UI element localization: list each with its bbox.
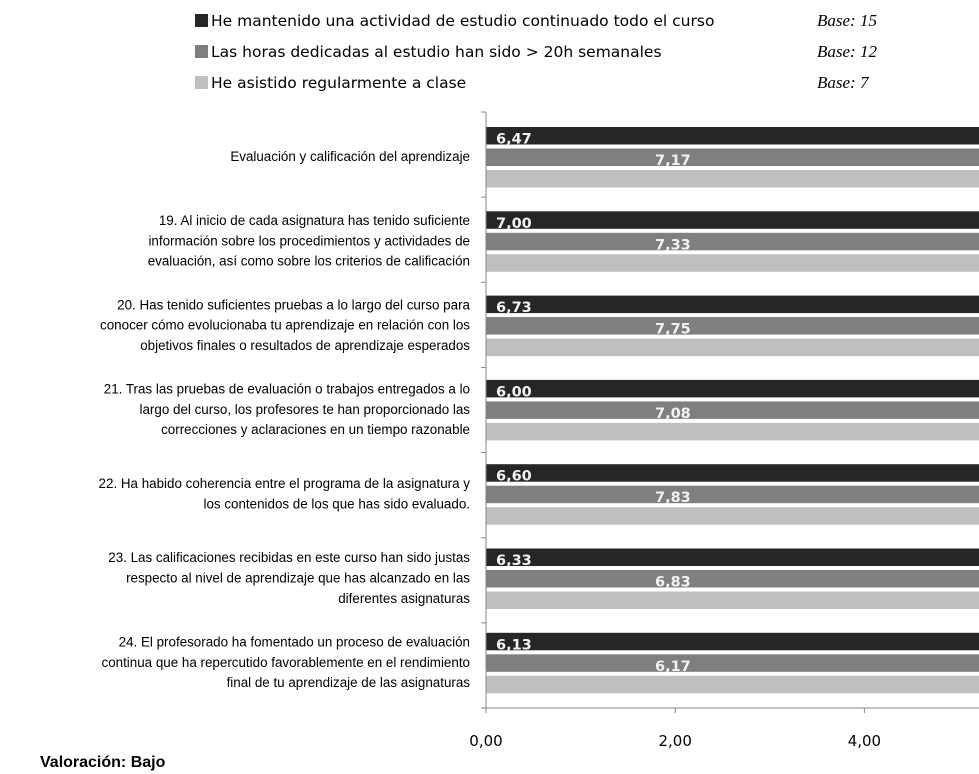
bar-q2-s3 bbox=[486, 254, 979, 272]
bar-q5-s1 bbox=[486, 464, 979, 482]
x-tick-label: 4,00 bbox=[848, 732, 881, 750]
bar-q6-s1 bbox=[486, 548, 979, 566]
category-label-q6-line2: respecto al nivel de aprendizaje que has… bbox=[126, 571, 470, 586]
bar-q4-s3 bbox=[486, 422, 979, 441]
rating-footer: Valoración: Bajo bbox=[40, 754, 166, 771]
legend: He mantenido una actividad de estudio co… bbox=[195, 11, 877, 92]
bar-q7-s2 bbox=[486, 654, 979, 672]
category-label-q6-line3: diferentes asignaturas bbox=[338, 591, 470, 606]
category-label-q3-line2: conocer cómo evolucionaba tu aprendizaje… bbox=[100, 318, 470, 333]
category-label-q4-line3: correcciones y aclaraciones en un tiempo… bbox=[161, 422, 470, 437]
bar-q1-s2 bbox=[486, 148, 979, 166]
category-label-q7-line2: continua que ha repercutido favorablemen… bbox=[102, 655, 471, 670]
category-label-q1-line1: Evaluación y calificación del aprendizaj… bbox=[230, 149, 470, 164]
legend-base-3: Base: 7 bbox=[817, 73, 870, 92]
bar-q7-s3 bbox=[486, 675, 979, 694]
plot-area: 6,477,176,717,007,337,146,737,757,296,00… bbox=[486, 127, 979, 694]
category-label-q5-line1: 22. Ha habido coherencia entre el progra… bbox=[99, 476, 471, 491]
bar-q1-s1 bbox=[486, 127, 979, 145]
category-label-q4-line2: largo del curso, los profesores te han p… bbox=[140, 402, 471, 417]
legend-swatch-2 bbox=[195, 45, 208, 58]
legend-base-2: Base: 12 bbox=[817, 42, 877, 61]
value-label-q7-s1: 6,13 bbox=[496, 637, 532, 653]
x-tick-label: 0,00 bbox=[469, 732, 502, 750]
category-label-q7-line3: final de tu aprendizaje de las asignatur… bbox=[227, 675, 471, 690]
bar-q3-s3 bbox=[486, 338, 979, 357]
bar-q6-s3 bbox=[486, 591, 979, 609]
category-label-q5-line2: los contenidos de los que has sido evalu… bbox=[203, 496, 470, 511]
legend-base-1: Base: 15 bbox=[817, 11, 877, 30]
bar-q2-s1 bbox=[486, 211, 979, 229]
bar-q2-s2 bbox=[486, 232, 979, 251]
x-tick-label: 2,00 bbox=[658, 732, 691, 750]
category-labels: Evaluación y calificación del aprendizaj… bbox=[99, 149, 471, 690]
value-label-q3-s2: 7,75 bbox=[655, 322, 691, 338]
category-label-q6-line1: 23. Las calificaciones recibidas en este… bbox=[108, 550, 470, 565]
category-label-q2-line3: evaluación, así como sobre los criterios… bbox=[148, 254, 470, 269]
value-label-q4-s1: 6,00 bbox=[496, 384, 532, 400]
value-label-q6-s2: 6,83 bbox=[655, 575, 691, 591]
value-label-q7-s2: 6,17 bbox=[655, 659, 691, 675]
value-label-q2-s2: 7,33 bbox=[655, 237, 691, 253]
value-label-q2-s1: 7,00 bbox=[496, 216, 532, 232]
legend-swatch-3 bbox=[195, 76, 208, 89]
legend-label-2: Las horas dedicadas al estudio han sido … bbox=[211, 43, 662, 61]
category-label-q2-line2: información sobre los procedimientos y a… bbox=[148, 233, 470, 248]
value-label-q6-s1: 6,33 bbox=[496, 553, 532, 569]
bar-q3-s1 bbox=[486, 295, 979, 314]
category-label-q2-line1: 19. Al inicio de cada asignatura has ten… bbox=[159, 213, 470, 228]
value-label-q1-s1: 6,47 bbox=[496, 132, 532, 148]
value-label-q3-s1: 6,73 bbox=[496, 300, 532, 316]
category-label-q3-line3: objetivos finales o resultados de aprend… bbox=[140, 338, 470, 353]
value-label-q5-s2: 7,83 bbox=[655, 490, 691, 506]
legend-label-1: He mantenido una actividad de estudio co… bbox=[211, 12, 714, 30]
bar-q6-s2 bbox=[486, 570, 979, 588]
bar-q5-s2 bbox=[486, 485, 979, 504]
x-axis: 0,002,004,006,008,0010,00 bbox=[469, 111, 979, 750]
bar-q7-s1 bbox=[486, 632, 979, 651]
category-label-q7-line1: 24. El profesorado ha fomentado un proce… bbox=[119, 635, 470, 650]
value-label-q4-s2: 7,08 bbox=[655, 406, 691, 422]
value-label-q1-s2: 7,17 bbox=[655, 153, 691, 169]
legend-label-3: He asistido regularmente a clase bbox=[211, 74, 466, 92]
bar-q5-s3 bbox=[486, 507, 979, 525]
category-label-q3-line1: 20. Has tenido suficientes pruebas a lo … bbox=[117, 297, 470, 312]
bar-q3-s2 bbox=[486, 317, 979, 335]
category-label-q4-line1: 21. Tras las pruebas de evaluación o tra… bbox=[104, 382, 470, 397]
bar-q1-s3 bbox=[486, 170, 979, 188]
bar-q4-s1 bbox=[486, 379, 979, 398]
bar-q4-s2 bbox=[486, 401, 979, 419]
legend-swatch-1 bbox=[195, 14, 208, 27]
value-label-q5-s1: 6,60 bbox=[496, 469, 532, 485]
